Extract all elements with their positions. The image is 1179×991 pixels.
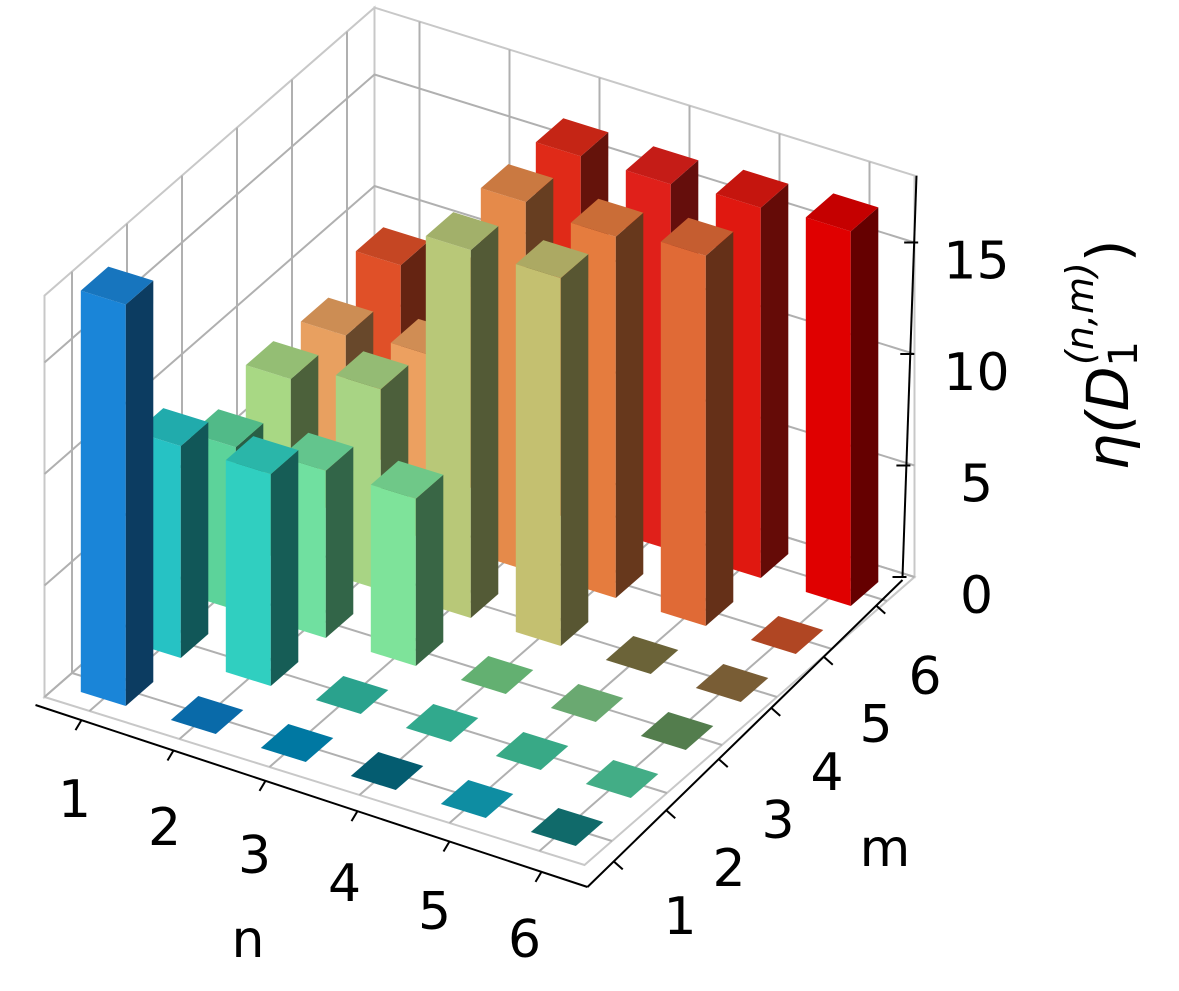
- bar-side: [615, 212, 644, 598]
- y-tick-label: 6: [908, 647, 941, 707]
- x-tick-label: 6: [508, 910, 541, 970]
- bar-front: [805, 217, 851, 606]
- z-tick-label: 0: [960, 566, 993, 626]
- x-tick-label: 1: [58, 770, 91, 830]
- bar-side: [325, 446, 354, 638]
- bar-front: [660, 241, 706, 627]
- bar-top: [80, 266, 154, 305]
- y-tick: [770, 707, 781, 717]
- bar-side: [560, 254, 589, 646]
- bar-top: [715, 169, 789, 208]
- x-tick: [442, 840, 451, 853]
- bar-side: [850, 207, 879, 606]
- bar-front: [225, 460, 271, 686]
- x-axis-label: n: [232, 910, 265, 970]
- y-tick-label: 2: [712, 839, 745, 899]
- y-tick: [718, 758, 729, 768]
- bar-side: [125, 280, 154, 706]
- z-label-sub: 1: [1101, 341, 1147, 366]
- bar-top: [605, 636, 679, 674]
- bar-side: [180, 422, 209, 658]
- bar-top: [515, 240, 589, 279]
- bar-top: [170, 696, 244, 734]
- bar-top: [535, 118, 609, 157]
- bar-top: [245, 341, 319, 380]
- grid-line: [71, 672, 613, 842]
- bar-top: [440, 780, 514, 818]
- y-axis-line: [586, 579, 904, 888]
- bar-top: [315, 676, 389, 714]
- bar-top: [530, 808, 604, 846]
- z-label-sup: (n,m): [1058, 262, 1102, 365]
- z-label-close: ): [1074, 240, 1142, 263]
- x-tick-label: 3: [238, 826, 271, 886]
- y-axis-label: m: [860, 819, 911, 879]
- bar-side: [705, 231, 734, 627]
- bar-top: [370, 460, 444, 499]
- y-tick: [613, 860, 624, 871]
- bar-top: [460, 656, 534, 694]
- bar-top: [280, 432, 354, 471]
- y-tick-label: 5: [859, 695, 892, 755]
- bar-top: [225, 436, 299, 475]
- bar-top: [625, 146, 699, 185]
- y-tick-label: 4: [810, 743, 843, 803]
- x-tick: [534, 871, 543, 883]
- x-tick: [166, 749, 175, 762]
- bar-top: [335, 351, 409, 390]
- bar-top: [480, 164, 554, 203]
- bar-top: [300, 297, 374, 336]
- bar-top: [660, 217, 734, 256]
- x-tick-label: 4: [328, 854, 361, 914]
- bar-top: [495, 732, 569, 770]
- bar-top: [355, 227, 429, 266]
- y-tick: [875, 604, 886, 615]
- bar-top: [405, 704, 479, 742]
- x-tick: [74, 719, 83, 731]
- bar-top: [425, 212, 499, 251]
- bar-top: [640, 712, 714, 750]
- bar-side: [760, 183, 789, 579]
- x-tick: [258, 780, 267, 792]
- bar-top: [805, 193, 879, 232]
- bar-top: [695, 664, 769, 702]
- x-axis-line: [35, 704, 588, 888]
- bar-top: [260, 724, 334, 762]
- bar-front: [515, 264, 561, 646]
- z-tick-label: 15: [943, 232, 1009, 292]
- x-tick-label: 2: [148, 798, 181, 858]
- y-tick-label: 1: [663, 887, 696, 947]
- bar-top: [570, 198, 644, 237]
- z-axis-label: η(D1(n,m)): [1058, 240, 1148, 471]
- y-tick-label: 3: [761, 791, 794, 851]
- bar-top: [350, 752, 424, 790]
- bar-side: [415, 474, 444, 666]
- z-tick-label: 5: [960, 455, 993, 515]
- y-tick: [823, 656, 834, 666]
- x-tick-label: 5: [418, 882, 451, 942]
- bar-top: [585, 760, 659, 798]
- bar-front: [370, 484, 416, 666]
- grid-line: [126, 624, 668, 794]
- bar-top: [135, 408, 209, 447]
- bar-side: [470, 226, 499, 618]
- z-tick-label: 10: [943, 343, 1009, 403]
- x-tick: [350, 810, 359, 822]
- bar-top: [550, 684, 624, 722]
- bar-side: [270, 450, 299, 686]
- grid-line: [538, 562, 871, 852]
- bar-front: [80, 290, 126, 706]
- bar-top: [190, 409, 264, 448]
- y-tick: [665, 809, 676, 819]
- bar-top: [750, 616, 824, 654]
- z-label-base: η(D: [1074, 366, 1142, 470]
